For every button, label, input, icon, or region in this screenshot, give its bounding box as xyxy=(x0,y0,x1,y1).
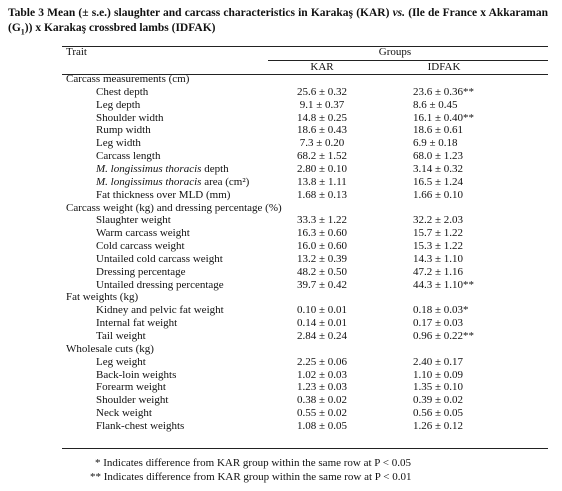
caption-text: 1 xyxy=(20,27,25,37)
section-title: Fat weights (kg) xyxy=(66,291,139,304)
cell: 15.7 ± 1.22 xyxy=(413,227,464,240)
cell: 2.25 ± 0.06 xyxy=(296,355,348,368)
footnote: * Indicates difference from KAR group wi… xyxy=(95,457,411,469)
cell: 25.6 ± 0.32 xyxy=(296,85,348,98)
cell: 6.9 ± 0.18 xyxy=(413,137,458,150)
trait-italic: M. longissimus thoracis xyxy=(96,175,202,188)
cell: 15.3 ± 1.22 xyxy=(413,240,464,253)
trait: Carcass length xyxy=(96,150,161,163)
section-title: Carcass measurements (cm) xyxy=(66,73,190,85)
cell: 39.7 ± 0.42 xyxy=(296,278,348,291)
caption: Table 3 Mean (± s.e.) slaughter and carc… xyxy=(8,6,548,39)
caption-text: vs. xyxy=(392,7,406,19)
header-col: IDFAK xyxy=(427,61,461,73)
trait: Neck weight xyxy=(96,407,152,420)
trait-text: area (cm²) xyxy=(201,175,250,188)
cell: 47.2 ± 1.16 xyxy=(413,265,464,278)
rule xyxy=(62,74,548,75)
cell: 13.8 ± 1.11 xyxy=(297,175,347,188)
cell: 1.02 ± 0.03 xyxy=(296,368,348,381)
cell: 0.18 ± 0.03* xyxy=(413,304,469,317)
trait: Untailed dressing percentage xyxy=(96,278,224,291)
cell: 48.2 ± 0.50 xyxy=(296,265,348,278)
caption-text: (Ile de France x Akkaraman (G xyxy=(8,7,548,34)
cell: 0.10 ± 0.01 xyxy=(296,304,348,317)
trait: Shoulder weight xyxy=(96,394,169,407)
cell: 2.80 ± 0.10 xyxy=(296,162,348,175)
cell: 1.08 ± 0.05 xyxy=(296,419,348,432)
cell: 16.5 ± 1.24 xyxy=(413,175,464,188)
trait: M. longissimus thoracis area (cm²) xyxy=(96,176,249,189)
trait-italic: M. longissimus thoracis xyxy=(96,162,202,175)
trait: Chest depth xyxy=(96,85,149,98)
trait: Leg weight xyxy=(96,355,146,368)
cell: 1.26 ± 0.12 xyxy=(413,419,464,432)
cell: 0.39 ± 0.02 xyxy=(413,394,464,407)
trait: Warm carcass weight xyxy=(96,227,190,240)
trait: M. longissimus thoracis depth xyxy=(96,163,229,176)
trait: Tail weight xyxy=(96,330,146,342)
caption-text: )) x Karakaş crossbred lambs (IDFAK) xyxy=(24,22,216,34)
cell: 9.1 ± 0.37 xyxy=(299,98,345,111)
cell: 32.2 ± 2.03 xyxy=(413,214,464,227)
cell: 14.3 ± 1.10 xyxy=(413,252,464,265)
trait-text: depth xyxy=(201,162,229,175)
cell: 13.2 ± 0.39 xyxy=(296,252,348,265)
cell: 16.1 ± 0.40** xyxy=(413,111,475,124)
trait: Rump width xyxy=(96,124,151,137)
cell: 0.14 ± 0.01 xyxy=(296,317,348,330)
cell: 1.68 ± 0.13 xyxy=(296,188,348,201)
section-title: Carcass weight (kg) and dressing percent… xyxy=(66,201,282,214)
trait: Back-loin weights xyxy=(96,368,177,381)
trait: Flank-chest weights xyxy=(96,419,185,432)
cell: 0.38 ± 0.02 xyxy=(296,394,348,407)
cell: 44.3 ± 1.10** xyxy=(413,278,475,291)
cell: 16.3 ± 0.60 xyxy=(296,227,348,240)
cell: 0.56 ± 0.05 xyxy=(413,407,464,420)
cell: 0.17 ± 0.03 xyxy=(413,317,464,330)
cell: 1.10 ± 0.09 xyxy=(413,368,464,381)
section-title: Wholesale cuts (kg) xyxy=(66,342,154,355)
trait: Slaughter weight xyxy=(96,214,171,227)
cell: 1.23 ± 0.03 xyxy=(296,381,348,394)
trait: Leg width xyxy=(96,137,141,150)
cell: 8.6 ± 0.45 xyxy=(413,98,458,111)
rule xyxy=(268,60,548,61)
cell: 0.96 ± 0.22** xyxy=(413,330,475,342)
header-trait: Trait xyxy=(66,46,87,58)
header-groups: Groups xyxy=(378,46,412,58)
trait: Untailed cold carcass weight xyxy=(96,252,223,265)
cell: 3.14 ± 0.32 xyxy=(413,162,464,175)
cell: 2.84 ± 0.24 xyxy=(296,330,348,342)
rule xyxy=(62,448,548,449)
cell: 23.6 ± 0.36** xyxy=(413,85,475,98)
cell: 14.8 ± 0.25 xyxy=(296,111,348,124)
cell: 33.3 ± 1.22 xyxy=(296,214,348,227)
trait: Shoulder width xyxy=(96,111,164,124)
cell: 7.3 ± 0.20 xyxy=(299,137,345,150)
cell: 2.40 ± 0.17 xyxy=(413,355,464,368)
cell: 1.35 ± 0.10 xyxy=(413,381,464,394)
cell: 0.55 ± 0.02 xyxy=(296,407,348,420)
header-col: KAR xyxy=(310,61,334,73)
footnote: ** Indicates difference from KAR group w… xyxy=(90,471,412,483)
trait: Forearm weight xyxy=(96,381,166,394)
trait: Internal fat weight xyxy=(96,317,178,330)
trait: Leg depth xyxy=(96,98,141,111)
rule xyxy=(62,46,548,47)
trait: Cold carcass weight xyxy=(96,240,185,253)
trait: Kidney and pelvic fat weight xyxy=(96,304,224,317)
cell: 18.6 ± 0.61 xyxy=(413,124,464,137)
trait: Fat thickness over MLD (mm) xyxy=(96,188,231,201)
caption-text: Mean (± s.e.) slaughter and carcass char… xyxy=(43,7,393,19)
caption-label: Table 3 xyxy=(8,7,44,19)
cell: 1.66 ± 0.10 xyxy=(413,188,464,201)
cell: 68.2 ± 1.52 xyxy=(296,150,348,163)
cell: 16.0 ± 0.60 xyxy=(296,240,348,253)
cell: 18.6 ± 0.43 xyxy=(296,124,348,137)
trait: Dressing percentage xyxy=(96,265,186,278)
cell: 68.0 ± 1.23 xyxy=(413,150,464,163)
